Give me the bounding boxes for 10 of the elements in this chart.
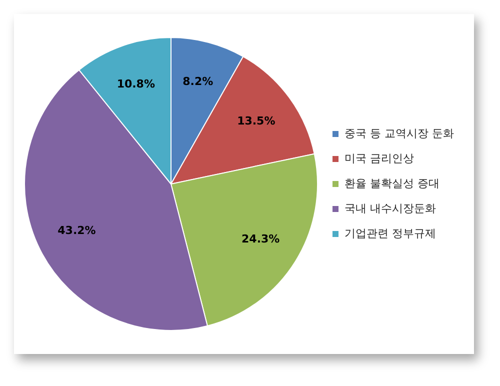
legend-label: 중국 등 교역시장 둔화 xyxy=(344,126,454,140)
legend-label: 국내 내수시장둔화 xyxy=(344,202,436,215)
legend-label: 미국 금리인상 xyxy=(344,152,414,165)
data-label: 10.8% xyxy=(116,77,155,90)
data-label: 8.2% xyxy=(182,74,214,88)
data-label: 43.2% xyxy=(58,224,96,238)
data-label: 24.3% xyxy=(242,232,280,246)
data-label: 13.5% xyxy=(237,114,276,128)
legend-label: 기업관련 정부규제 xyxy=(344,226,436,240)
legend-label: 환율 불확실성 증대 xyxy=(344,176,440,190)
